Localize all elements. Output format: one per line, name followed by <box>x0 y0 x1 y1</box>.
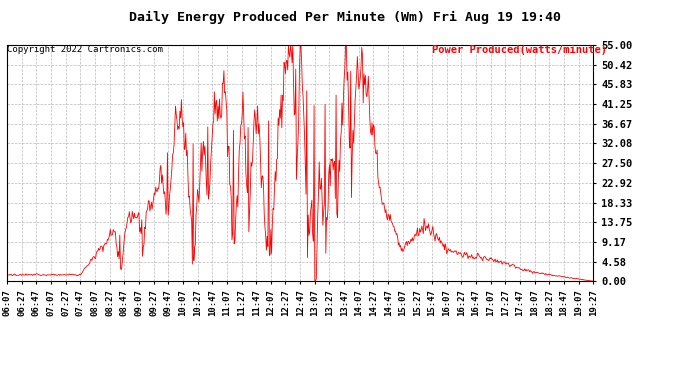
Text: Daily Energy Produced Per Minute (Wm) Fri Aug 19 19:40: Daily Energy Produced Per Minute (Wm) Fr… <box>129 11 561 24</box>
Text: Power Produced(watts/minute): Power Produced(watts/minute) <box>432 45 607 55</box>
Text: Copyright 2022 Cartronics.com: Copyright 2022 Cartronics.com <box>7 45 163 54</box>
